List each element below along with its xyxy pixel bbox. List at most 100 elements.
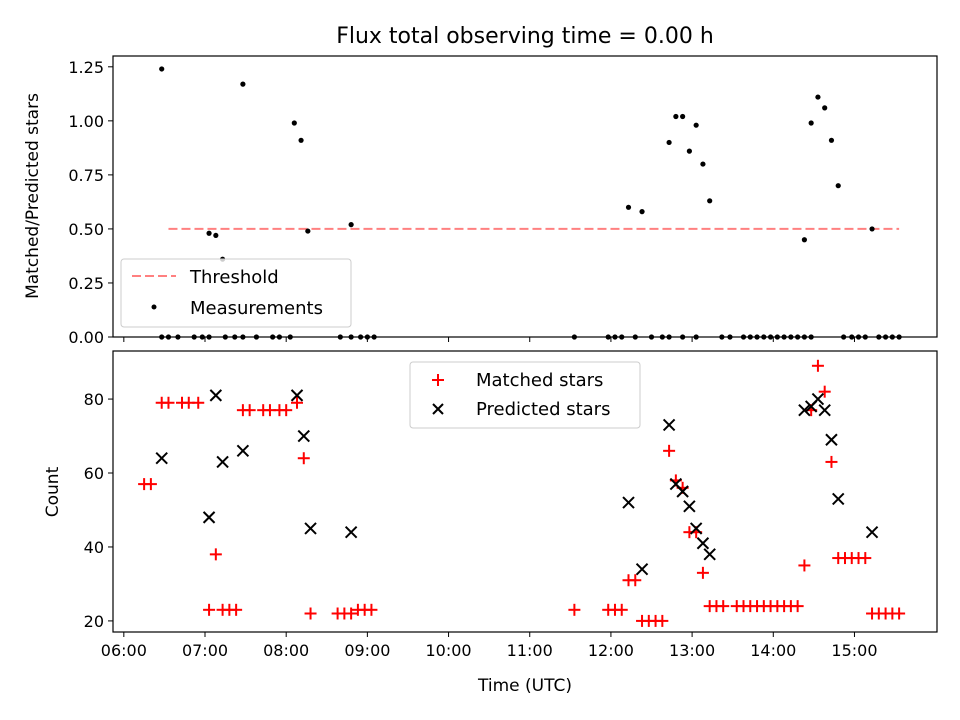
measurement-point xyxy=(348,222,354,228)
bottom-y-tick-label: 20 xyxy=(84,612,104,631)
measurement-point xyxy=(240,81,246,87)
legend-predicted-label: Predicted stars xyxy=(476,399,610,420)
top-axes-frame xyxy=(112,55,938,338)
measurement-point xyxy=(206,230,212,236)
measurement-point xyxy=(822,105,828,111)
predicted-star-point xyxy=(622,496,635,509)
top-plot: 0.00 0.25 0.50 0.75 1.00 1.25 Matched/Predict… xyxy=(23,55,938,347)
matched-star-point xyxy=(825,455,838,468)
predicted-star-point xyxy=(155,452,168,465)
x-tick-label: 06:00 xyxy=(101,641,147,660)
predicted-star-point xyxy=(818,403,831,417)
x-axis-label: Time (UTC) xyxy=(477,676,572,696)
matched-star-point xyxy=(243,404,256,417)
predicted-star-point xyxy=(683,500,696,513)
matched-star-point xyxy=(203,603,216,616)
bottom-axes-frame xyxy=(112,350,938,633)
x-tick-label: 12:00 xyxy=(588,641,634,660)
measurement-point xyxy=(815,94,821,100)
matched-star-point xyxy=(791,600,804,613)
bottom-plot: 20 40 60 80 06:00 07:00 08:00 09:00 10:00 11:00 1… xyxy=(43,350,938,696)
measurement-point xyxy=(700,161,706,167)
legend-predicted-swatch xyxy=(432,403,444,415)
bottom-y-tick-label: 40 xyxy=(84,538,104,557)
bottom-y-tick-label: 80 xyxy=(84,390,104,409)
predicted-star-point xyxy=(344,525,358,539)
bottom-y-axis-label: Count xyxy=(43,466,63,517)
top-legend-box xyxy=(120,258,352,328)
measurement-point xyxy=(673,113,679,120)
measurement-point xyxy=(835,183,841,189)
matched-star-point xyxy=(629,574,642,587)
measurement-point xyxy=(707,198,713,204)
matched-star-point xyxy=(365,603,378,616)
measurement-point xyxy=(666,139,672,146)
predicted-star-point xyxy=(202,511,216,524)
measurement-point xyxy=(291,120,297,126)
x-tick-label: 10:00 xyxy=(425,641,471,660)
predicted-star-point xyxy=(865,525,879,539)
matched-star-point xyxy=(717,600,730,613)
predicted-star-point xyxy=(216,455,229,469)
predicted-star-point xyxy=(703,548,716,561)
predicted-star-point xyxy=(236,444,250,458)
predicted-star-point xyxy=(825,433,838,446)
bottom-x-axis: 06:00 07:00 08:00 09:00 10:00 11:00 12:00 13:00… xyxy=(101,632,878,660)
predicted-star-point xyxy=(304,522,317,535)
top-y-tick-label: 0.75 xyxy=(68,166,104,185)
predicted-star-point xyxy=(798,403,811,417)
measurement-point xyxy=(159,66,165,72)
bottom-y-tick-label: 60 xyxy=(84,464,104,483)
matched-star-point xyxy=(568,603,581,616)
top-y-axis-label: Matched/Predicted stars xyxy=(23,93,43,299)
measurement-point xyxy=(808,120,814,126)
matched-star-point xyxy=(291,396,304,409)
predicted-star-point xyxy=(209,389,223,402)
matched-star-point xyxy=(304,607,317,620)
matched-star-point xyxy=(230,603,243,616)
measurement-point xyxy=(298,137,304,143)
predicted-star-point xyxy=(676,485,689,498)
predicted-star-point xyxy=(689,522,703,535)
measurement-point xyxy=(625,204,632,210)
legend-measurements-swatch xyxy=(151,304,157,310)
matched-star-point xyxy=(656,614,669,627)
predicted-star-point xyxy=(811,392,825,406)
measurement-point xyxy=(801,237,808,243)
x-tick-label: 15:00 xyxy=(831,641,877,660)
matched-star-point xyxy=(798,559,811,572)
top-y-tick-label: 0.50 xyxy=(68,220,104,239)
top-x-axis xyxy=(123,337,855,342)
matched-star-point xyxy=(209,548,222,561)
matched-star-point xyxy=(811,359,824,372)
matched-stars-layer xyxy=(138,359,906,627)
x-tick-label: 08:00 xyxy=(263,641,309,660)
x-tick-label: 07:00 xyxy=(182,641,228,660)
predicted-star-point xyxy=(662,418,676,432)
measurement-point xyxy=(828,137,835,143)
legend-matched-label: Matched stars xyxy=(476,370,603,391)
matched-star-point xyxy=(280,404,293,417)
matched-star-point xyxy=(859,552,872,565)
measurement-point xyxy=(680,113,686,120)
matched-star-point xyxy=(192,396,205,409)
matched-star-point xyxy=(345,607,358,620)
predicted-star-point xyxy=(832,492,845,506)
bottom-y-axis: 20 40 60 80 xyxy=(84,390,113,631)
legend-matched-swatch xyxy=(432,374,444,386)
matched-star-point xyxy=(615,603,628,616)
top-y-tick-label: 1.00 xyxy=(68,112,104,131)
measurement-point xyxy=(639,209,645,215)
measurement-point xyxy=(213,232,219,239)
predicted-star-point xyxy=(635,562,649,576)
x-tick-label: 09:00 xyxy=(344,641,390,660)
matched-star-point xyxy=(818,385,831,398)
predicted-star-point xyxy=(290,389,304,402)
matched-star-point xyxy=(893,607,906,620)
top-y-tick-label: 0.00 xyxy=(68,328,104,347)
matched-star-point xyxy=(162,396,175,409)
top-y-axis: 0.00 0.25 0.50 0.75 1.00 1.25 xyxy=(68,58,113,347)
measurement-point xyxy=(693,122,699,128)
